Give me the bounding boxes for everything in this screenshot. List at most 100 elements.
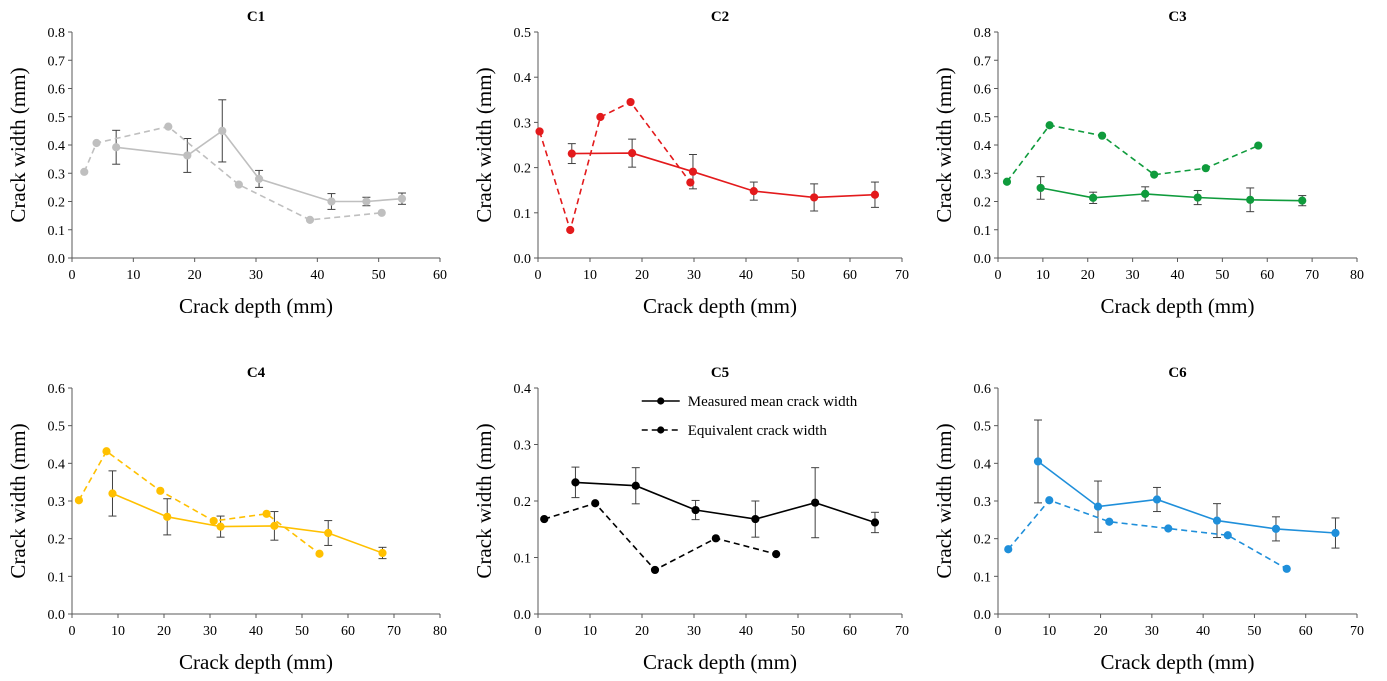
- data-point: [80, 167, 89, 176]
- y-tick-label: 0.1: [48, 224, 66, 239]
- data-point: [1004, 545, 1013, 554]
- y-tick-label: 0.4: [974, 457, 992, 472]
- y-tick-label: 0.2: [514, 162, 532, 177]
- data-point: [1152, 495, 1162, 504]
- y-tick-label: 0.8: [48, 26, 66, 41]
- data-point: [1141, 189, 1150, 198]
- legend-label: Equivalent crack width: [688, 423, 828, 439]
- data-point: [1098, 131, 1107, 140]
- data-point: [1164, 524, 1173, 533]
- data-point: [209, 516, 218, 526]
- x-tick-label: 0: [995, 624, 1002, 639]
- data-point: [1212, 516, 1222, 525]
- x-tick-label: 0: [69, 624, 76, 639]
- dashed-series: [540, 499, 781, 575]
- data-point: [254, 174, 264, 183]
- x-tick-label: 40: [739, 624, 753, 639]
- series-line: [543, 502, 777, 571]
- x-tick-label: 40: [249, 624, 263, 639]
- data-point: [183, 151, 192, 160]
- legend-label: Measured mean crack width: [688, 394, 858, 410]
- x-tick-label: 60: [1260, 268, 1274, 283]
- y-tick-label: 0.6: [974, 83, 992, 98]
- y-axis-label: Crack width (mm): [472, 423, 496, 578]
- dashed-series: [1004, 496, 1291, 573]
- data-point: [1036, 183, 1045, 193]
- legend: Measured mean crack width Equivalent crac…: [641, 394, 858, 439]
- data-point: [591, 499, 600, 508]
- x-tick-label: 60: [341, 624, 355, 639]
- x-tick-label: 30: [687, 624, 701, 639]
- data-point: [567, 149, 576, 158]
- data-point: [566, 225, 575, 235]
- y-tick-label: 0.3: [974, 495, 992, 510]
- x-axis-label: Crack depth (mm): [643, 294, 797, 318]
- x-tick-label: 20: [1094, 624, 1108, 639]
- y-tick-label: 0.7: [974, 54, 992, 69]
- x-tick-label: 60: [1299, 624, 1313, 639]
- data-point: [112, 143, 121, 152]
- y-tick-label: 0.2: [974, 533, 992, 548]
- data-point: [108, 489, 117, 498]
- x-tick-label: 10: [126, 268, 140, 283]
- chart-title: C5: [711, 365, 729, 381]
- x-tick-label: 40: [739, 268, 753, 283]
- x-tick-label: 20: [1081, 268, 1095, 283]
- y-tick-label: 0.2: [48, 533, 66, 548]
- x-tick-label: 30: [1126, 268, 1140, 283]
- data-point: [216, 522, 225, 531]
- y-tick-label: 0.1: [974, 224, 992, 239]
- data-point: [811, 498, 820, 507]
- data-point: [1033, 457, 1043, 466]
- data-point: [749, 187, 758, 196]
- series-line: [1037, 460, 1336, 534]
- y-tick-label: 0.5: [48, 111, 66, 126]
- x-tick-label: 50: [295, 624, 309, 639]
- chart-panel-6: 0.0 0.1 0.2 0.3 0.4 0.5 0.6 0 10 20 30 40 50 60 70 C6 Cr…: [932, 365, 1364, 674]
- solid-series: [571, 466, 880, 539]
- chart-panel-4: 0.0 0.1 0.2 0.3 0.4 0.5 0.6 0 10 20 30 40 50 60 70 80 C4…: [6, 365, 447, 674]
- y-axis-label: Crack width (mm): [472, 67, 496, 222]
- y-tick-label: 0.3: [48, 495, 66, 510]
- y-tick-label: 0.5: [48, 420, 66, 435]
- data-point: [234, 180, 243, 189]
- data-point: [1105, 517, 1114, 526]
- data-point: [571, 478, 580, 487]
- data-point: [327, 197, 336, 206]
- data-point: [810, 193, 819, 202]
- x-tick-label: 10: [583, 268, 597, 283]
- x-tick-label: 10: [583, 624, 597, 639]
- data-point: [1223, 531, 1232, 540]
- data-point: [377, 208, 386, 217]
- x-tick-label: 30: [203, 624, 217, 639]
- data-point: [305, 215, 315, 224]
- dashed-series: [80, 122, 386, 224]
- y-tick-label: 0.4: [514, 382, 532, 397]
- series-line: [1007, 499, 1288, 570]
- y-tick-label: 0.6: [48, 382, 66, 397]
- x-tick-label: 40: [1171, 268, 1185, 283]
- x-axis-label: Crack depth (mm): [1101, 294, 1255, 318]
- y-tick-label: 0.0: [514, 608, 532, 623]
- y-tick-label: 0.1: [514, 552, 532, 567]
- dashed-series: [74, 447, 324, 558]
- x-tick-label: 70: [895, 268, 909, 283]
- y-tick-label: 0.2: [514, 495, 532, 510]
- x-tick-label: 20: [188, 268, 202, 283]
- data-point: [1093, 502, 1103, 511]
- data-point: [1045, 121, 1054, 130]
- y-tick-label: 0.3: [514, 116, 532, 131]
- chart-title: C3: [1168, 9, 1186, 25]
- data-point: [1331, 528, 1340, 538]
- x-tick-label: 30: [249, 268, 263, 283]
- x-tick-label: 50: [1215, 268, 1229, 283]
- dashed-series: [535, 97, 695, 235]
- x-tick-label: 0: [535, 624, 542, 639]
- data-point: [628, 149, 637, 158]
- legend-marker: [657, 426, 665, 434]
- data-point: [686, 178, 695, 187]
- chart-panel-5: 0.0 0.1 0.2 0.3 0.4 0 10 20 30 40 50 60 70 C5 Crack de…: [472, 365, 909, 674]
- data-point: [751, 514, 760, 524]
- x-tick-label: 20: [635, 624, 649, 639]
- series-line: [83, 125, 382, 221]
